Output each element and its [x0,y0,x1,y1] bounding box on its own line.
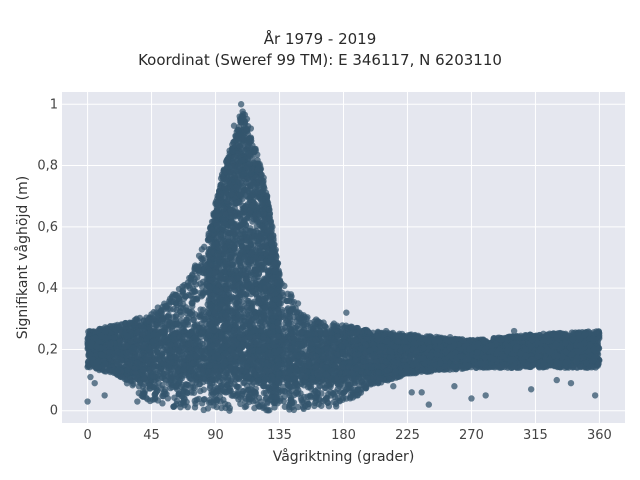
data-point [193,296,201,303]
data-point [171,403,178,410]
data-point [197,387,204,395]
data-point [314,317,321,325]
data-point [183,398,190,406]
data-point [284,290,291,298]
data-point [330,390,337,398]
data-point [164,313,172,320]
data-point [294,390,302,398]
data-point [137,379,144,387]
data-point [193,321,201,328]
data-point [200,396,208,403]
data-point [179,287,187,294]
data-point [149,396,157,403]
data-point [281,393,288,400]
chart-subtitle: Koordinat (Sweref 99 TM): E 346117, N 62… [138,51,502,69]
data-point [189,303,196,310]
data-point [121,320,129,327]
data-point [164,395,172,402]
data-point [360,381,368,389]
data-point [347,393,354,401]
data-point [196,311,204,318]
data-point [325,402,333,410]
data-point [190,316,198,323]
data-point [196,381,204,388]
data-point [133,315,140,322]
data-point [160,390,167,397]
data-point [312,388,319,395]
data-point [339,396,346,403]
data-point [183,381,191,388]
data-point [291,382,298,390]
chart-title: År 1979 - 2019 [263,30,377,48]
data-point [294,403,302,411]
data-point [281,282,288,290]
data-point [151,391,159,398]
data-point [318,390,325,397]
data-point [167,298,175,306]
data-point [183,316,190,323]
data-point [182,293,190,300]
data-point [304,393,311,400]
data-point [149,315,157,322]
data-point [322,395,330,403]
data-point [189,272,196,279]
data-point [191,404,199,411]
data-point [309,324,316,331]
data-point [192,288,199,295]
data-point [288,387,295,395]
data-point [338,391,345,398]
data-point [158,385,165,392]
data-point [305,400,312,408]
data-point [300,382,308,389]
data-point [186,309,194,317]
data-point [323,382,331,389]
data-point [282,319,289,327]
data-point [161,300,168,307]
data-point [177,317,185,324]
data-point [191,384,198,392]
data-points [84,101,603,414]
data-point [177,304,185,311]
data-point [197,280,204,287]
data-point [204,405,212,412]
data-point [299,404,307,411]
data-point [356,386,364,393]
